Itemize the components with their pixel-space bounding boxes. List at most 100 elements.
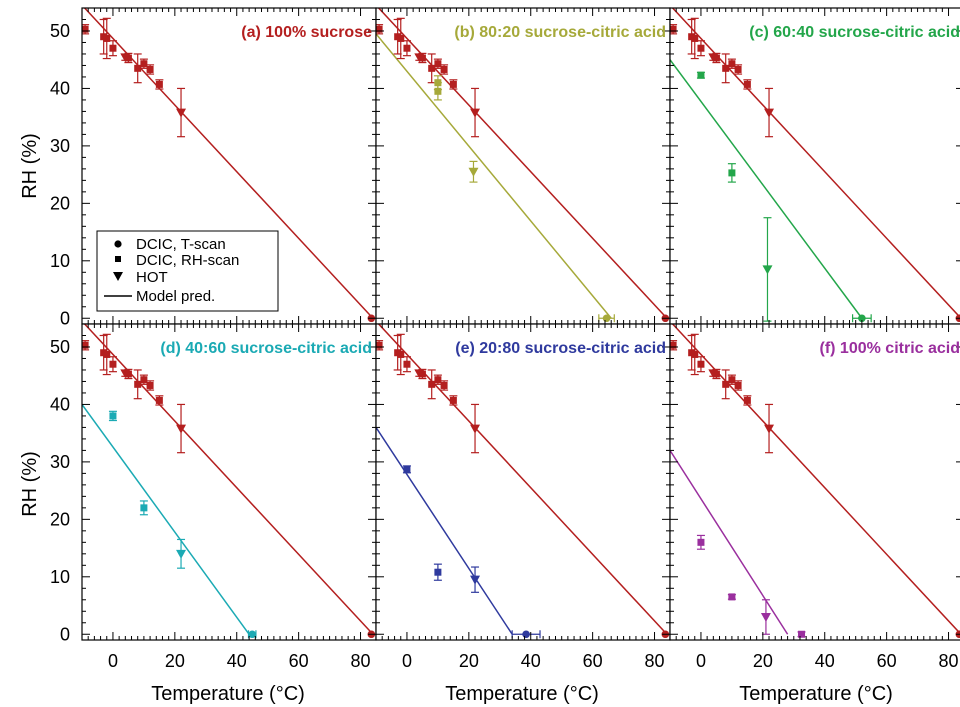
plot-area	[82, 8, 376, 323]
sucrose-triangle-point	[708, 53, 719, 63]
plot-area	[376, 324, 670, 639]
model-prediction-line	[670, 449, 789, 635]
plot-area	[82, 324, 376, 639]
sucrose-square-point	[712, 370, 720, 378]
sucrose-square-point	[440, 381, 448, 389]
sucrose-triangle-point	[120, 369, 131, 379]
sucrose-square-point	[109, 44, 117, 52]
square-data-point	[697, 538, 705, 546]
square-data-point	[434, 568, 442, 576]
sucrose-square-point	[403, 44, 411, 52]
x-tick-label: 40	[227, 651, 247, 671]
panel-e: (e) 20:80 sucrose-citric acid 0 20 40 60 80	[375, 323, 671, 671]
y-tick-label: 30	[50, 452, 70, 472]
panel-title: (d) 40:60 sucrose-citric acid	[160, 340, 372, 357]
y-tick-label: 50	[50, 337, 70, 357]
sucrose-square-point	[691, 350, 699, 358]
legend-label-model: Model pred.	[136, 288, 215, 305]
sucrose-square-point	[103, 34, 111, 42]
sucrose-square-point	[728, 60, 736, 68]
panels-layer: (a) 100% sucrose 0 10 20 30 40 50 (b) 80:20 suc…	[50, 7, 960, 671]
sucrose-square-point	[124, 54, 132, 62]
y-tick-label: 50	[50, 21, 70, 41]
sucrose-square-point	[743, 80, 751, 88]
sucrose-square-point	[397, 350, 405, 358]
y-axis-label-top: RH (%)	[19, 133, 41, 199]
panel-frame	[669, 323, 960, 641]
model-prediction-line	[376, 427, 513, 635]
sucrose-square-point	[449, 396, 457, 404]
x-tick-label: 40	[521, 651, 541, 671]
panel-b: (b) 80:20 sucrose-citric acid	[375, 7, 671, 325]
legend-marker-square	[115, 256, 121, 262]
legend-label-t-scan: DCIC, T-scan	[136, 236, 226, 253]
y-tick-label: 20	[50, 193, 70, 213]
circle-data-point	[248, 630, 257, 639]
sucrose-square-point	[722, 380, 730, 388]
sucrose-square-point	[712, 54, 720, 62]
sucrose-triangle-point	[708, 369, 719, 379]
triangle-down-data-point	[468, 167, 479, 177]
sucrose-square-point	[418, 54, 426, 62]
y-tick-label: 0	[60, 308, 70, 328]
plot-area	[670, 8, 960, 323]
model-prediction-line	[376, 33, 612, 319]
sucrose-square-point	[440, 65, 448, 73]
plot-area	[376, 8, 670, 323]
sucrose-square-point	[403, 360, 411, 368]
square-data-point	[140, 504, 148, 512]
x-axis-label-right: Temperature (°C)	[739, 683, 893, 705]
square-data-point	[109, 412, 117, 420]
panel-title: (a) 100% sucrose	[241, 24, 372, 41]
square-data-point	[728, 593, 736, 601]
x-tick-label: 0	[108, 651, 118, 671]
panel-title: (c) 60:40 sucrose-citric acid	[749, 24, 960, 41]
sucrose-square-point	[82, 341, 89, 349]
x-tick-label: 20	[753, 651, 773, 671]
panel-title: (e) 20:80 sucrose-citric acid	[455, 340, 666, 357]
sucrose-square-point	[103, 350, 111, 358]
sucrose-square-point	[734, 65, 742, 73]
circle-data-point	[858, 314, 866, 323]
triangle-down-data-point	[760, 613, 771, 623]
sucrose-triangle-point	[470, 424, 481, 434]
sucrose-triangle-point	[470, 108, 481, 118]
x-tick-label: 20	[459, 651, 479, 671]
sucrose-square-point	[734, 381, 742, 389]
x-axis-label-left: Temperature (°C)	[151, 683, 305, 705]
sucrose-square-point	[428, 64, 436, 72]
triangle-down-data-point	[762, 265, 773, 275]
sucrose-square-point	[743, 396, 751, 404]
sucrose-square-point	[140, 376, 148, 384]
legend-label-hot: HOT	[136, 269, 168, 286]
sucrose-square-point	[146, 381, 154, 389]
sucrose-triangle-point	[414, 53, 425, 63]
square-data-point	[697, 71, 705, 79]
legend-marker-circle	[114, 240, 122, 248]
panel-title: (b) 80:20 sucrose-citric acid	[454, 24, 666, 41]
sucrose-square-point	[418, 370, 426, 378]
x-tick-label: 40	[815, 651, 835, 671]
sucrose-square-point	[670, 25, 677, 33]
x-axis-label-middle: Temperature (°C)	[445, 683, 599, 705]
square-data-point	[728, 169, 736, 177]
sucrose-square-point	[146, 65, 154, 73]
sucrose-square-point	[109, 360, 117, 368]
x-tick-label: 80	[351, 651, 371, 671]
circle-data-point	[522, 630, 530, 639]
sucrose-triangle-point	[414, 369, 425, 379]
sucrose-square-point	[728, 376, 736, 384]
sucrose-square-point	[134, 380, 142, 388]
sucrose-square-point	[697, 360, 705, 368]
labels-layer: RH (%) RH (%) Temperature (°C) Temperatu…	[19, 133, 893, 705]
x-tick-label: 80	[645, 651, 665, 671]
panel-title: (f) 100% citric acid	[820, 340, 960, 357]
sucrose-square-point	[670, 341, 677, 349]
circle-data-point	[602, 314, 611, 323]
sucrose-square-point	[376, 25, 383, 33]
y-tick-label: 10	[50, 251, 70, 271]
y-axis-label-bottom: RH (%)	[19, 451, 41, 517]
sucrose-square-point	[376, 341, 383, 349]
x-tick-label: 60	[289, 651, 309, 671]
square-data-point	[403, 465, 411, 473]
